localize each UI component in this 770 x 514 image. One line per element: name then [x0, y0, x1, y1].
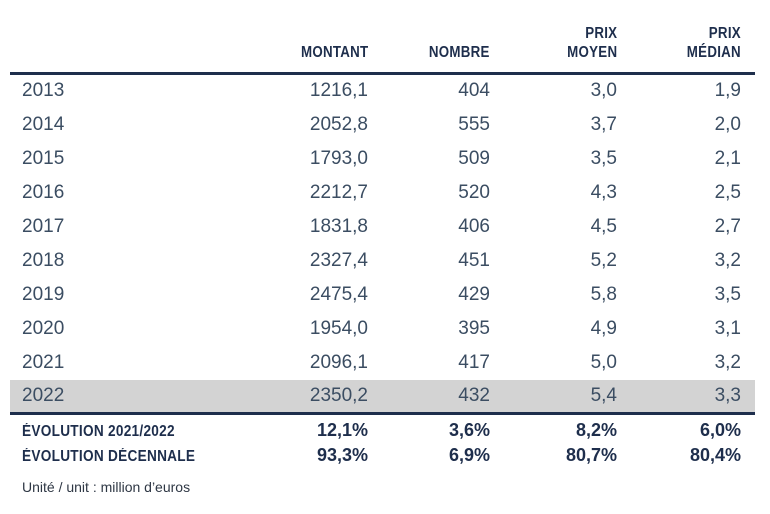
nombre-cell: 509	[458, 147, 490, 169]
montant-cell: 2096,1	[309, 351, 368, 373]
montant-cell: 2327,4	[309, 249, 368, 271]
table-row-2016: 2016 2212,7 520 4,3 2,5	[10, 176, 755, 210]
summary-prix-median-cell: 6,0%	[699, 420, 741, 441]
column-header-prix-median-label: PRIX MÉDIAN	[687, 24, 741, 62]
table-row-2020: 2020 1954,0 395 4,9 3,1	[10, 312, 755, 346]
prix-median-cell: 3,1	[714, 317, 741, 339]
montant-cell: 1216,1	[309, 80, 368, 102]
column-header-montant: MONTANT	[150, 0, 368, 75]
prix-median-cell: 3,5	[714, 283, 741, 305]
table-body: 2013 1216,1 404 3,0 1,9 2014 2052,8 555 3,7 2,0 20…	[10, 74, 755, 415]
table-row-2014: 2014 2052,8 555 3,7 2,0	[10, 108, 755, 142]
montant-cell: 1831,8	[309, 215, 368, 237]
table-row-2017: 2017 1831,8 406 4,5 2,7	[10, 210, 755, 244]
table-row-2021: 2021 2096,1 417 5,0 3,2	[10, 346, 755, 380]
prix-moyen-cell: 4,5	[590, 215, 617, 237]
montant-cell: 1954,0	[309, 317, 368, 339]
prix-median-cell: 2,0	[714, 113, 741, 135]
summary-nombre-cell: 3,6%	[448, 420, 490, 441]
header-row: MONTANT NOMBRE PRIX MOYEN PRIX MÉDIAN	[10, 0, 755, 75]
prix-moyen-line1: PRIX	[584, 25, 617, 42]
table-row-2018: 2018 2327,4 451 5,2 3,2	[10, 244, 755, 278]
montant-cell: 2350,2	[150, 379, 368, 415]
summary-row-1: ÉVOLUTION DÉCENNALE 93,3% 6,9% 80,7% 80,4%	[10, 442, 755, 470]
prix-moyen-cell: 3,7	[590, 113, 617, 135]
nombre-cell: 520	[458, 181, 490, 203]
prix-median-cell: 2,7	[714, 215, 741, 237]
column-header-prix-moyen: PRIX MOYEN	[490, 0, 617, 75]
prix-moyen-cell: 4,9	[590, 317, 617, 339]
montant-cell: 1793,0	[309, 147, 368, 169]
prix-median-line1: PRIX	[708, 25, 741, 42]
prix-moyen-cell: 4,3	[590, 181, 617, 203]
year-cell: 2022	[10, 379, 150, 415]
unit-note: Unité / unit : million d’euros	[22, 478, 191, 495]
prix-moyen-cell: 5,8	[590, 283, 617, 305]
table-row-2015: 2015 1793,0 509 3,5 2,1	[10, 142, 755, 176]
prix-moyen-line2: MOYEN	[566, 44, 617, 61]
prix-moyen-cell: 5,4	[490, 379, 617, 415]
prix-moyen-cell: 5,2	[590, 249, 617, 271]
nombre-cell: 406	[458, 215, 490, 237]
prix-median-cell: 1,9	[714, 80, 741, 102]
year-cell: 2021	[22, 351, 65, 373]
column-header-year	[10, 0, 150, 75]
prix-median-cell: 3,2	[714, 351, 741, 373]
prix-moyen-cell: 3,5	[590, 147, 617, 169]
prix-moyen-cell: 5,0	[590, 351, 617, 373]
column-header-nombre: NOMBRE	[368, 0, 490, 75]
summary-prix-median-cell: 80,4%	[689, 445, 741, 465]
nombre-cell: 429	[458, 283, 490, 305]
summary-label: ÉVOLUTION DÉCENNALE	[22, 448, 196, 465]
year-cell: 2017	[22, 215, 65, 237]
summary-prix-moyen-cell: 80,7%	[565, 445, 617, 465]
nombre-cell: 417	[458, 351, 490, 373]
montant-cell: 2052,8	[309, 113, 368, 135]
summary-nombre-cell: 6,9%	[448, 445, 490, 465]
prix-median-cell: 2,1	[714, 147, 741, 169]
year-cell: 2019	[22, 283, 65, 305]
data-table: MONTANT NOMBRE PRIX MOYEN PRIX MÉDIAN 2013…	[10, 0, 755, 470]
nombre-cell: 555	[458, 113, 490, 135]
prix-moyen-cell: 3,0	[590, 80, 617, 102]
prix-median-cell: 3,3	[617, 379, 755, 415]
nombre-cell: 432	[368, 379, 490, 415]
year-cell: 2015	[22, 147, 65, 169]
summary-prix-moyen-cell: 8,2%	[575, 420, 617, 441]
prix-median-line2: MÉDIAN	[686, 44, 741, 61]
column-header-prix-moyen-label: PRIX MOYEN	[567, 24, 617, 62]
summary-body: ÉVOLUTION 2021/2022 12,1% 3,6% 8,2% 6,0% ÉVOL…	[10, 414, 755, 470]
year-cell: 2014	[22, 113, 65, 135]
summary-label-cell: ÉVOLUTION 2021/2022	[10, 414, 175, 442]
summary-montant-cell: 93,3%	[316, 445, 368, 465]
summary-montant-cell: 12,1%	[316, 420, 368, 441]
table-header: MONTANT NOMBRE PRIX MOYEN PRIX MÉDIAN	[10, 0, 755, 75]
nombre-cell: 395	[458, 317, 490, 339]
prix-median-cell: 2,5	[714, 181, 741, 203]
summary-label: ÉVOLUTION 2021/2022	[22, 423, 175, 441]
nombre-cell: 404	[458, 80, 490, 102]
table-row-2022: 2022 2350,2 432 5,4 3,3	[10, 379, 755, 415]
prix-median-cell: 3,2	[714, 249, 741, 271]
year-cell: 2018	[22, 249, 65, 271]
montant-cell: 2475,4	[309, 283, 368, 305]
table-row-2013: 2013 1216,1 404 3,0 1,9	[10, 74, 755, 108]
column-header-prix-median: PRIX MÉDIAN	[617, 0, 755, 75]
year-cell: 2020	[22, 317, 65, 339]
column-header-nombre-label: NOMBRE	[429, 44, 490, 61]
column-header-montant-label: MONTANT	[300, 44, 368, 61]
summary-row-0: ÉVOLUTION 2021/2022 12,1% 3,6% 8,2% 6,0%	[10, 414, 755, 442]
year-cell: 2016	[22, 181, 65, 203]
summary-label-cell: ÉVOLUTION DÉCENNALE	[10, 442, 195, 470]
table-row-2019: 2019 2475,4 429 5,8 3,5	[10, 278, 755, 312]
year-cell: 2013	[22, 80, 65, 102]
nombre-cell: 451	[458, 249, 490, 271]
montant-cell: 2212,7	[309, 181, 368, 203]
